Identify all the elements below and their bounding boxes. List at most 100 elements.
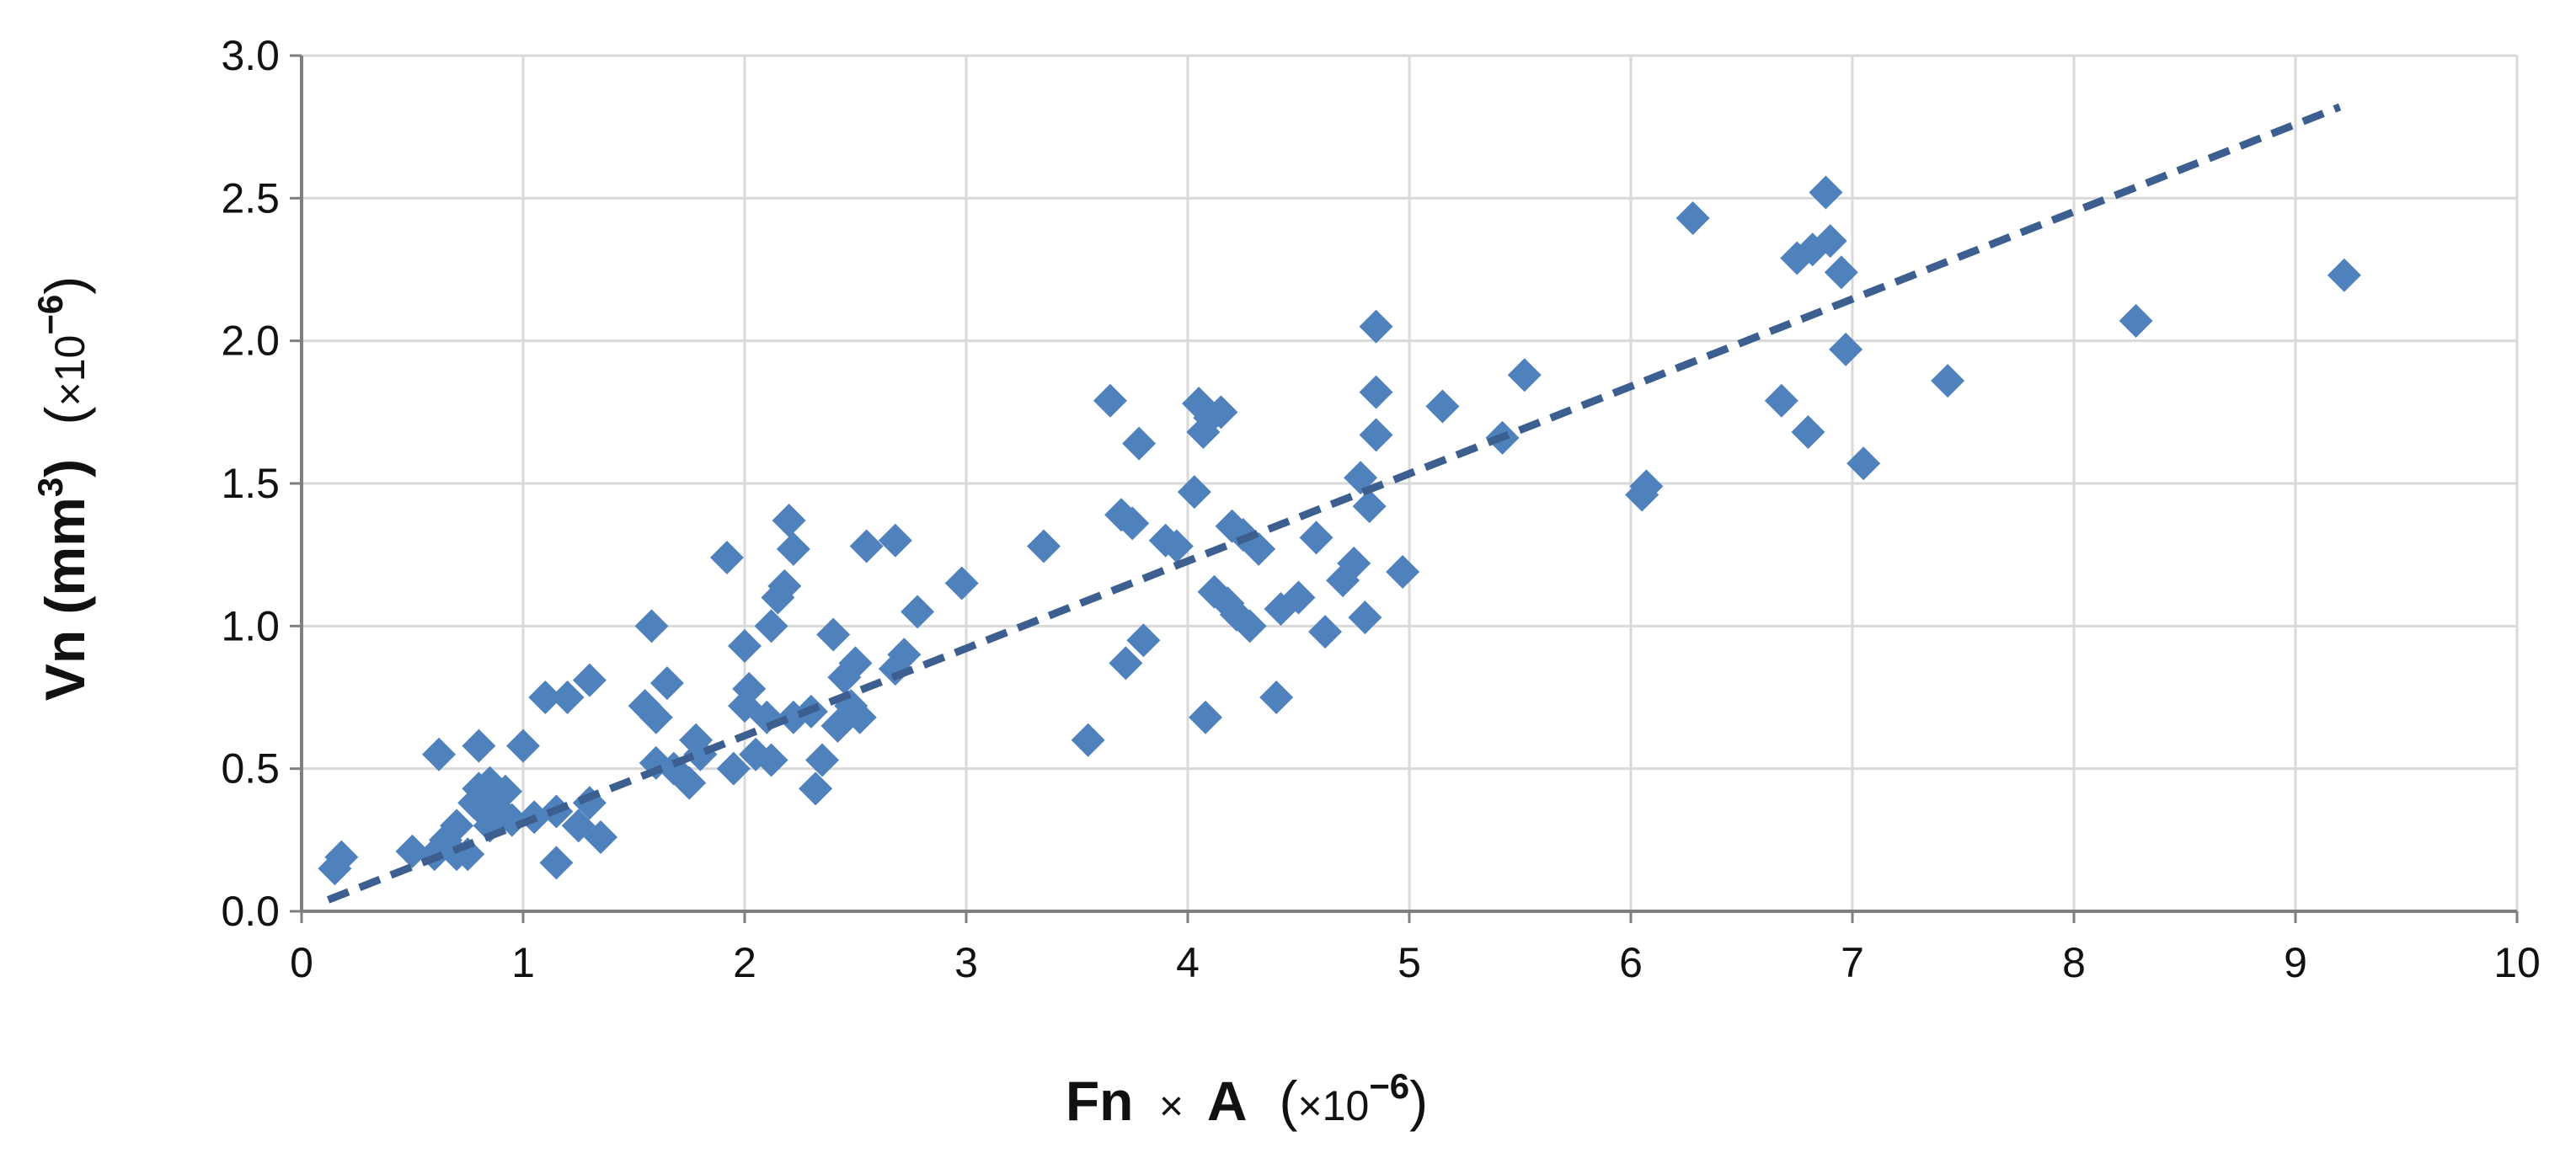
data-point <box>1425 389 1460 424</box>
x-tick-label: 3 <box>954 939 978 986</box>
trendline-group <box>326 103 2342 904</box>
data-point <box>2327 258 2361 292</box>
data-point <box>422 737 457 771</box>
data-point <box>728 629 762 664</box>
y-tick-label: 2.0 <box>221 318 280 365</box>
x-tick-label: 1 <box>511 939 535 986</box>
data-point <box>1259 681 1294 714</box>
data-point <box>1281 580 1316 615</box>
data-point <box>799 771 833 806</box>
x-tick-label: 7 <box>1841 939 1864 986</box>
data-point <box>732 671 767 706</box>
y-tick-label: 0.5 <box>221 745 280 793</box>
data-point <box>767 568 802 603</box>
data-point <box>816 617 851 652</box>
data-point <box>1115 506 1150 541</box>
data-point <box>1159 529 1194 563</box>
data-point <box>1824 255 1858 290</box>
data-point <box>754 743 788 777</box>
data-point <box>1109 646 1143 681</box>
data-point <box>1352 489 1387 524</box>
data-point <box>709 541 744 575</box>
data-point <box>716 751 751 786</box>
data-point <box>1071 723 1105 757</box>
data-point <box>1122 426 1157 461</box>
data-point <box>1204 395 1238 430</box>
data-point <box>1931 364 1965 398</box>
data-point <box>550 681 585 714</box>
x-tick-label: 9 <box>2284 939 2307 986</box>
data-point <box>878 523 912 558</box>
data-point <box>528 681 563 714</box>
axes <box>290 54 2519 923</box>
data-point <box>1359 418 1393 452</box>
data-point <box>1027 529 1061 563</box>
data-point <box>572 663 607 697</box>
data-point <box>1308 615 1343 649</box>
data-point <box>1232 609 1267 643</box>
y-tick-label: 2.5 <box>221 174 280 222</box>
data-point <box>1348 601 1382 635</box>
data-point <box>1337 546 1371 580</box>
data-point <box>672 766 707 800</box>
data-point <box>584 819 618 854</box>
data-point <box>1242 531 1276 566</box>
data-point <box>1359 375 1393 409</box>
y-tick-labels: 0.0 0.5 1.0 1.5 2.0 2.5 3.0 <box>221 32 280 935</box>
data-point <box>1809 175 1843 210</box>
data-point <box>639 700 673 734</box>
data-point <box>634 609 669 643</box>
data-point <box>944 566 979 601</box>
y-tick-label: 1.0 <box>221 602 280 649</box>
y-tick-label: 3.0 <box>221 32 280 79</box>
data-point <box>805 743 840 777</box>
y-tick-label: 0.0 <box>221 888 280 935</box>
x-axis-title: Fn × A (×10−6) <box>1066 1066 1428 1132</box>
x-tick-label: 8 <box>2062 939 2086 986</box>
data-point <box>1093 383 1127 418</box>
y-axis-title: Vn (mm3) (×10−6) <box>30 276 96 701</box>
data-point <box>1189 700 1223 734</box>
data-point <box>440 809 474 843</box>
data-points <box>318 175 2361 886</box>
data-point <box>901 595 935 629</box>
data-point <box>849 529 884 563</box>
x-tick-label: 5 <box>1398 939 1421 986</box>
data-point <box>772 504 806 538</box>
data-point <box>1675 201 1710 236</box>
data-point <box>1359 309 1393 344</box>
data-point <box>776 531 810 566</box>
data-point <box>1813 224 1847 259</box>
data-point <box>1764 383 1798 418</box>
data-point <box>539 846 574 880</box>
data-point <box>324 840 359 874</box>
data-point <box>1846 446 1881 481</box>
data-point <box>506 729 540 763</box>
data-point <box>2119 303 2153 338</box>
data-point <box>1791 415 1825 450</box>
data-point <box>838 646 873 681</box>
gridlines <box>302 54 2519 911</box>
data-point <box>754 609 788 643</box>
data-point <box>649 666 684 701</box>
x-tick-label: 6 <box>1619 939 1643 986</box>
data-point <box>1629 469 1664 504</box>
data-point <box>1386 554 1420 589</box>
x-tick-label: 2 <box>733 939 756 986</box>
data-point <box>488 774 522 809</box>
data-point <box>842 700 877 734</box>
data-point <box>462 729 496 763</box>
data-point <box>1299 520 1333 555</box>
x-tick-label: 0 <box>290 939 313 986</box>
y-tick-label: 1.5 <box>221 460 280 507</box>
data-point <box>1177 475 1211 510</box>
data-point <box>1126 623 1161 658</box>
data-point <box>887 638 922 672</box>
data-point <box>395 834 430 868</box>
x-tick-label: 10 <box>2493 939 2541 986</box>
x-tick-labels: 0 1 2 3 4 5 6 7 8 9 10 <box>290 939 2541 986</box>
x-tick-label: 4 <box>1176 939 1200 986</box>
data-point <box>1507 358 1542 392</box>
data-point <box>1829 332 1863 366</box>
